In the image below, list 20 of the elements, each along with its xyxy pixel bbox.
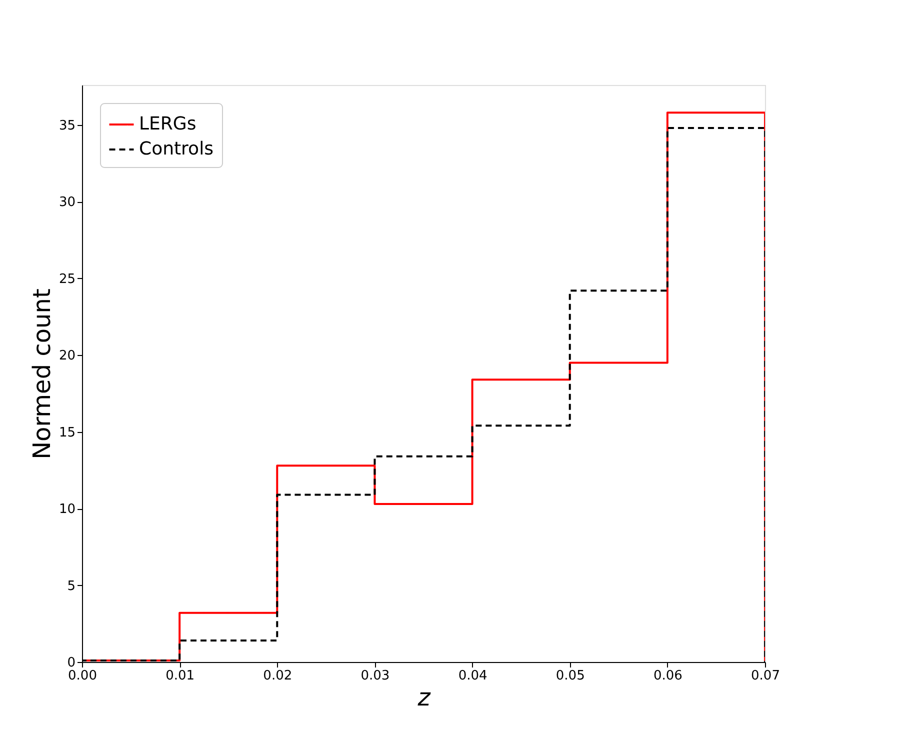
y-axis-title: Normed count [28,288,56,460]
x-tick-label: 0.07 [751,668,780,684]
y-tick-label: 25 [58,272,76,287]
y-tick-label: 15 [58,425,76,440]
x-tick-label: 0.05 [556,668,585,684]
y-tick-label: 20 [58,348,76,364]
x-tick-label: 0.00 [68,668,97,684]
x-tick-label: 0.01 [166,668,195,684]
y-tick-label: 5 [67,578,76,594]
y-tick-label: 30 [58,195,76,210]
x-tick-label: 0.03 [360,668,390,684]
y-tick-label: 0 [67,656,76,670]
x-tick-label: 0.02 [263,668,292,684]
x-tick-label: 0.04 [458,668,488,684]
x-axis-title: z [416,684,432,712]
legend-label: LERGs [139,114,196,134]
y-tick-label: 35 [58,118,76,134]
legend-label: Controls [139,138,214,160]
y-tick-label: 10 [58,502,76,518]
x-tick-label: 0.06 [653,668,682,684]
